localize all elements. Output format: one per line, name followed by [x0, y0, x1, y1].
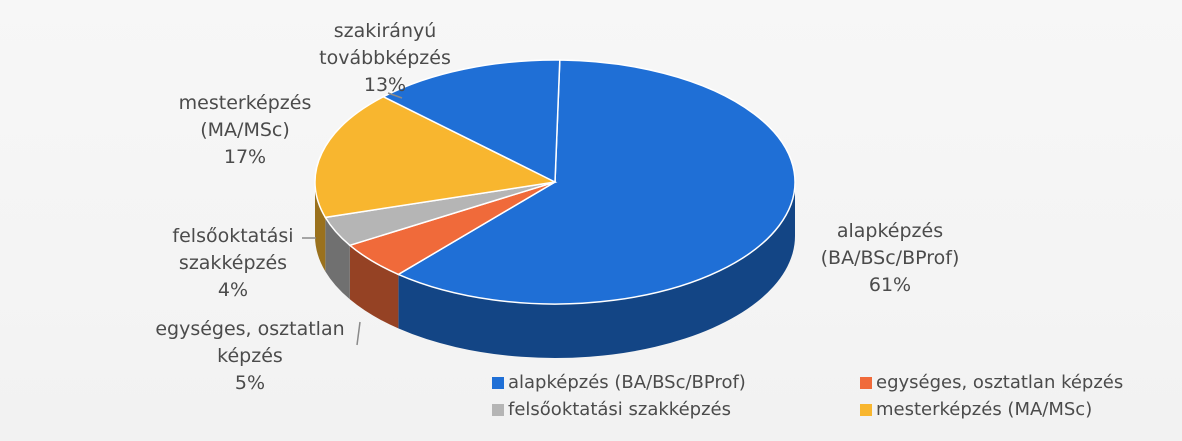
slice-value-label: 17%: [223, 146, 267, 168]
slice-label-alapkepzes: alapképzés (BA/BSc/BProf) 61%: [790, 218, 990, 299]
slice-label-mesterkepzes: mesterképzés (MA/MSc) 17%: [160, 90, 330, 171]
pie-slice: [314, 95, 558, 219]
slice-label-line: továbbképzés: [319, 47, 451, 69]
leader-line: [387, 92, 403, 99]
slice-label-line: (BA/BSc/BProf): [820, 247, 960, 269]
pie-slice-side: [349, 245, 399, 329]
slice-value-label: 13%: [363, 74, 407, 96]
slice-label-line: alapképzés: [836, 220, 944, 242]
slice-label-szakiranyu: szakirányú továbbképzés 13%: [300, 18, 470, 99]
legend-item: egységes, osztatlan képzés: [860, 372, 1160, 393]
slice-label-line: szakképzés: [178, 252, 288, 274]
legend-item: alapképzés (BA/BSc/BProf): [492, 372, 860, 393]
leader-line: [356, 321, 361, 346]
legend-label: alapképzés (BA/BSc/BProf): [508, 372, 746, 393]
legend-label: mesterképzés (MA/MSc): [876, 399, 1093, 420]
legend-swatch: [492, 376, 504, 389]
pie-slice: [381, 59, 561, 184]
slice-value-label: 5%: [234, 372, 266, 394]
pie-slice: [396, 59, 796, 305]
slice-label-line: (MA/MSc): [200, 119, 290, 141]
slice-value-label: 61%: [868, 274, 912, 296]
legend-label: egységes, osztatlan képzés: [876, 372, 1124, 393]
legend-swatch: [860, 403, 872, 416]
legend-item: mesterképzés (MA/MSc): [860, 399, 1160, 420]
legend-label: felsőoktatási szakképzés: [508, 399, 731, 420]
pie-slice-side: [398, 182, 795, 359]
legend-swatch: [492, 403, 504, 416]
slice-label-line: egységes, osztatlan: [155, 318, 345, 340]
slice-label-egyseges: egységes, osztatlan képzés 5%: [150, 316, 350, 397]
slice-label-line: felsőoktatási: [172, 225, 294, 247]
slice-value-label: 4%: [217, 279, 249, 301]
slice-label-felsooktatasi: felsőoktatási szakképzés 4%: [148, 223, 318, 304]
legend: alapképzés (BA/BSc/BProf) egységes, oszt…: [492, 372, 1152, 420]
slice-label-line: képzés: [217, 345, 283, 367]
legend-swatch: [860, 376, 872, 389]
slice-label-line: szakirányú: [333, 20, 437, 42]
pie-slice-side: [315, 182, 326, 272]
legend-item: felsőoktatási szakképzés: [492, 399, 860, 420]
pie-slice-side: [325, 217, 350, 300]
slice-label-line: mesterképzés: [178, 92, 312, 114]
